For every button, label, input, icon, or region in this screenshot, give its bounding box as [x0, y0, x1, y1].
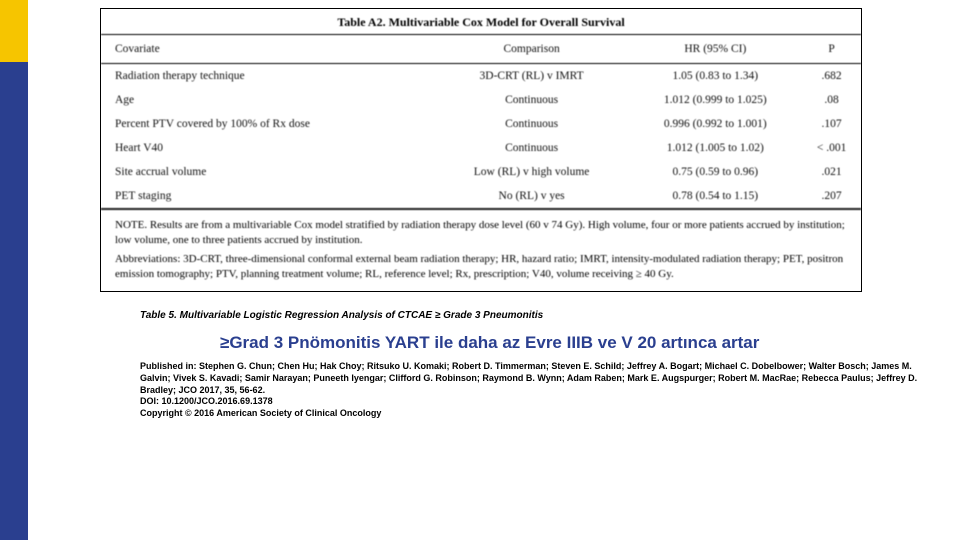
- cell: .021: [802, 160, 861, 184]
- table-title: Table A2. Multivariable Cox Model for Ov…: [101, 9, 861, 35]
- cell: Continuous: [435, 112, 629, 136]
- col-comparison: Comparison: [435, 35, 629, 64]
- cell: 1.012 (1.005 to 1.02): [628, 136, 802, 160]
- col-p: P: [802, 35, 861, 64]
- cell: 1.05 (0.83 to 1.34): [628, 64, 802, 89]
- figure-caption: Table 5. Multivariable Logistic Regressi…: [140, 310, 940, 321]
- cell: No (RL) v yes: [435, 184, 629, 209]
- cell: Site accrual volume: [101, 160, 435, 184]
- col-hr: HR (95% CI): [628, 35, 802, 64]
- cell: Low (RL) v high volume: [435, 160, 629, 184]
- table-row: Heart V40 Continuous 1.012 (1.005 to 1.0…: [101, 136, 861, 160]
- cell: < .001: [802, 136, 861, 160]
- col-covariate: Covariate: [101, 35, 435, 64]
- sidebar-blue-block: [0, 62, 28, 540]
- slide-headline: ≥Grad 3 Pnömonitis YART ile daha az Evre…: [220, 333, 940, 353]
- cell: 1.012 (0.999 to 1.025): [628, 88, 802, 112]
- left-sidebar: [0, 0, 28, 540]
- table-container: Table A2. Multivariable Cox Model for Ov…: [100, 8, 862, 292]
- table-body: Radiation therapy technique 3D-CRT (RL) …: [101, 64, 861, 209]
- table-row: Age Continuous 1.012 (0.999 to 1.025) .0…: [101, 88, 861, 112]
- sidebar-yellow-block: [0, 0, 28, 62]
- cell: .08: [802, 88, 861, 112]
- table-header-row: Covariate Comparison HR (95% CI) P: [101, 35, 861, 64]
- cell: .107: [802, 112, 861, 136]
- reference-block: Published in: Stephen G. Chun; Chen Hu; …: [140, 361, 940, 419]
- cell: PET staging: [101, 184, 435, 209]
- slide-content: Table A2. Multivariable Cox Model for Ov…: [40, 0, 940, 420]
- cell: Continuous: [435, 136, 629, 160]
- cell: 3D-CRT (RL) v IMRT: [435, 64, 629, 89]
- note-line: Abbreviations: 3D-CRT, three-dimensional…: [115, 252, 849, 282]
- table-row: PET staging No (RL) v yes 0.78 (0.54 to …: [101, 184, 861, 209]
- note-line: NOTE. Results are from a multivariable C…: [115, 218, 849, 248]
- table-row: Site accrual volume Low (RL) v high volu…: [101, 160, 861, 184]
- cell: 0.75 (0.59 to 0.96): [628, 160, 802, 184]
- ref-line: Published in: Stephen G. Chun; Chen Hu; …: [140, 361, 940, 396]
- ref-line: DOI: 10.1200/JCO.2016.69.1378: [140, 396, 940, 408]
- table-row: Radiation therapy technique 3D-CRT (RL) …: [101, 64, 861, 89]
- table-row: Percent PTV covered by 100% of Rx dose C…: [101, 112, 861, 136]
- cox-table: Covariate Comparison HR (95% CI) P Radia…: [101, 35, 861, 209]
- cell: Age: [101, 88, 435, 112]
- cell: Percent PTV covered by 100% of Rx dose: [101, 112, 435, 136]
- cell: Continuous: [435, 88, 629, 112]
- cell: 0.996 (0.992 to 1.001): [628, 112, 802, 136]
- cell: .207: [802, 184, 861, 209]
- cell: .682: [802, 64, 861, 89]
- ref-line: Copyright © 2016 American Society of Cli…: [140, 408, 940, 420]
- table-note: NOTE. Results are from a multivariable C…: [101, 209, 861, 291]
- cell: 0.78 (0.54 to 1.15): [628, 184, 802, 209]
- cell: Radiation therapy technique: [101, 64, 435, 89]
- cell: Heart V40: [101, 136, 435, 160]
